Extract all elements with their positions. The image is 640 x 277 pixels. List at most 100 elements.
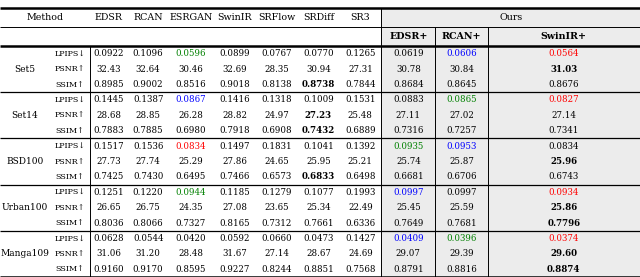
Text: 0.7327: 0.7327 bbox=[175, 219, 206, 228]
Text: 0.7885: 0.7885 bbox=[133, 126, 163, 135]
Text: 0.1517: 0.1517 bbox=[93, 142, 124, 151]
Text: 31.03: 31.03 bbox=[550, 65, 577, 74]
Text: RCAN+: RCAN+ bbox=[442, 32, 481, 41]
Text: 0.1392: 0.1392 bbox=[345, 142, 376, 151]
Text: 0.1445: 0.1445 bbox=[93, 96, 124, 104]
Text: 28.68: 28.68 bbox=[96, 111, 122, 120]
Text: 0.8138: 0.8138 bbox=[262, 80, 292, 89]
Text: 0.6573: 0.6573 bbox=[262, 172, 292, 181]
Text: 27.08: 27.08 bbox=[222, 203, 247, 212]
Text: 25.95: 25.95 bbox=[306, 157, 331, 166]
Text: 0.0592: 0.0592 bbox=[220, 234, 250, 243]
Text: 28.48: 28.48 bbox=[178, 249, 204, 258]
Text: PSNR↑: PSNR↑ bbox=[54, 204, 85, 212]
Text: 0.0867: 0.0867 bbox=[175, 96, 206, 104]
Text: 27.02: 27.02 bbox=[449, 111, 474, 120]
Text: 0.6889: 0.6889 bbox=[345, 126, 376, 135]
Text: 0.0997: 0.0997 bbox=[446, 188, 477, 197]
Text: EDSR: EDSR bbox=[95, 13, 123, 22]
Text: 25.86: 25.86 bbox=[550, 203, 577, 212]
Text: SRDiff: SRDiff bbox=[303, 13, 334, 22]
Text: 25.59: 25.59 bbox=[449, 203, 474, 212]
Text: 0.1993: 0.1993 bbox=[345, 188, 376, 197]
Text: 32.69: 32.69 bbox=[222, 65, 247, 74]
Text: 0.8645: 0.8645 bbox=[446, 80, 477, 89]
Text: 0.6681: 0.6681 bbox=[393, 172, 424, 181]
Text: 30.94: 30.94 bbox=[306, 65, 331, 74]
Text: Urban100: Urban100 bbox=[2, 203, 48, 212]
Text: 0.1531: 0.1531 bbox=[345, 96, 376, 104]
Text: 0.0834: 0.0834 bbox=[548, 142, 579, 151]
Text: Manga109: Manga109 bbox=[1, 249, 49, 258]
Text: 0.7466: 0.7466 bbox=[220, 172, 250, 181]
Text: 0.6336: 0.6336 bbox=[345, 219, 376, 228]
Text: 25.74: 25.74 bbox=[396, 157, 420, 166]
Text: 0.0922: 0.0922 bbox=[93, 49, 124, 58]
Text: 0.7257: 0.7257 bbox=[446, 126, 477, 135]
Text: BSD100: BSD100 bbox=[6, 157, 44, 166]
Text: 0.9160: 0.9160 bbox=[93, 265, 124, 274]
Text: 28.82: 28.82 bbox=[222, 111, 247, 120]
Text: 0.8684: 0.8684 bbox=[393, 80, 424, 89]
Text: 0.0899: 0.0899 bbox=[220, 49, 250, 58]
Text: 0.0865: 0.0865 bbox=[446, 96, 477, 104]
Text: PSNR↑: PSNR↑ bbox=[54, 250, 85, 258]
Text: 0.6498: 0.6498 bbox=[345, 172, 376, 181]
Text: 0.0396: 0.0396 bbox=[446, 234, 477, 243]
Text: SSIM↑: SSIM↑ bbox=[55, 173, 84, 181]
Text: 0.8676: 0.8676 bbox=[548, 80, 579, 89]
Text: 0.0564: 0.0564 bbox=[548, 49, 579, 58]
Text: 26.28: 26.28 bbox=[179, 111, 203, 120]
Text: 0.1318: 0.1318 bbox=[262, 96, 292, 104]
Text: 0.0935: 0.0935 bbox=[393, 142, 424, 151]
Text: 0.1185: 0.1185 bbox=[219, 188, 250, 197]
Text: LPIPS↓: LPIPS↓ bbox=[54, 235, 85, 242]
Text: 29.07: 29.07 bbox=[396, 249, 420, 258]
Text: 0.1427: 0.1427 bbox=[345, 234, 376, 243]
Text: SRFlow: SRFlow bbox=[258, 13, 296, 22]
Text: 0.6833: 0.6833 bbox=[302, 172, 335, 181]
Text: 24.97: 24.97 bbox=[264, 111, 289, 120]
Text: 25.21: 25.21 bbox=[348, 157, 372, 166]
Text: 0.0770: 0.0770 bbox=[303, 49, 333, 58]
Text: 0.8738: 0.8738 bbox=[301, 80, 335, 89]
Text: 0.9002: 0.9002 bbox=[133, 80, 163, 89]
Text: 0.1536: 0.1536 bbox=[133, 142, 163, 151]
Text: 0.7316: 0.7316 bbox=[393, 126, 424, 135]
Text: 0.1077: 0.1077 bbox=[303, 188, 333, 197]
Text: 31.67: 31.67 bbox=[222, 249, 247, 258]
Text: 25.29: 25.29 bbox=[179, 157, 203, 166]
Text: 26.65: 26.65 bbox=[97, 203, 121, 212]
Text: 0.0420: 0.0420 bbox=[175, 234, 206, 243]
Text: 0.8516: 0.8516 bbox=[175, 80, 206, 89]
Text: 0.0660: 0.0660 bbox=[262, 234, 292, 243]
Text: 0.7918: 0.7918 bbox=[220, 126, 250, 135]
Text: 25.96: 25.96 bbox=[550, 157, 577, 166]
Text: 27.14: 27.14 bbox=[552, 111, 576, 120]
Text: 0.8066: 0.8066 bbox=[133, 219, 163, 228]
Text: 0.8165: 0.8165 bbox=[220, 219, 250, 228]
Text: 30.46: 30.46 bbox=[179, 65, 203, 74]
Text: 0.1416: 0.1416 bbox=[220, 96, 250, 104]
Text: 29.60: 29.60 bbox=[550, 249, 577, 258]
Text: 28.35: 28.35 bbox=[264, 65, 289, 74]
Text: 0.0544: 0.0544 bbox=[133, 234, 163, 243]
Text: 0.7844: 0.7844 bbox=[345, 80, 376, 89]
Text: 0.7649: 0.7649 bbox=[393, 219, 424, 228]
Text: EDSR+: EDSR+ bbox=[389, 32, 428, 41]
Text: 0.7312: 0.7312 bbox=[262, 219, 292, 228]
Text: LPIPS↓: LPIPS↓ bbox=[54, 142, 85, 150]
Text: Set14: Set14 bbox=[12, 111, 38, 120]
Text: 0.9018: 0.9018 bbox=[219, 80, 250, 89]
Text: 22.49: 22.49 bbox=[348, 203, 372, 212]
Text: 0.9170: 0.9170 bbox=[133, 265, 163, 274]
Text: LPIPS↓: LPIPS↓ bbox=[54, 188, 85, 196]
Text: 0.6495: 0.6495 bbox=[175, 172, 206, 181]
Text: 31.06: 31.06 bbox=[97, 249, 121, 258]
Text: 32.43: 32.43 bbox=[97, 65, 121, 74]
Text: 0.7341: 0.7341 bbox=[548, 126, 579, 135]
Text: PSNR↑: PSNR↑ bbox=[54, 65, 85, 73]
Text: 0.9227: 0.9227 bbox=[220, 265, 250, 274]
Text: 0.0619: 0.0619 bbox=[393, 49, 424, 58]
Text: 0.1041: 0.1041 bbox=[303, 142, 334, 151]
